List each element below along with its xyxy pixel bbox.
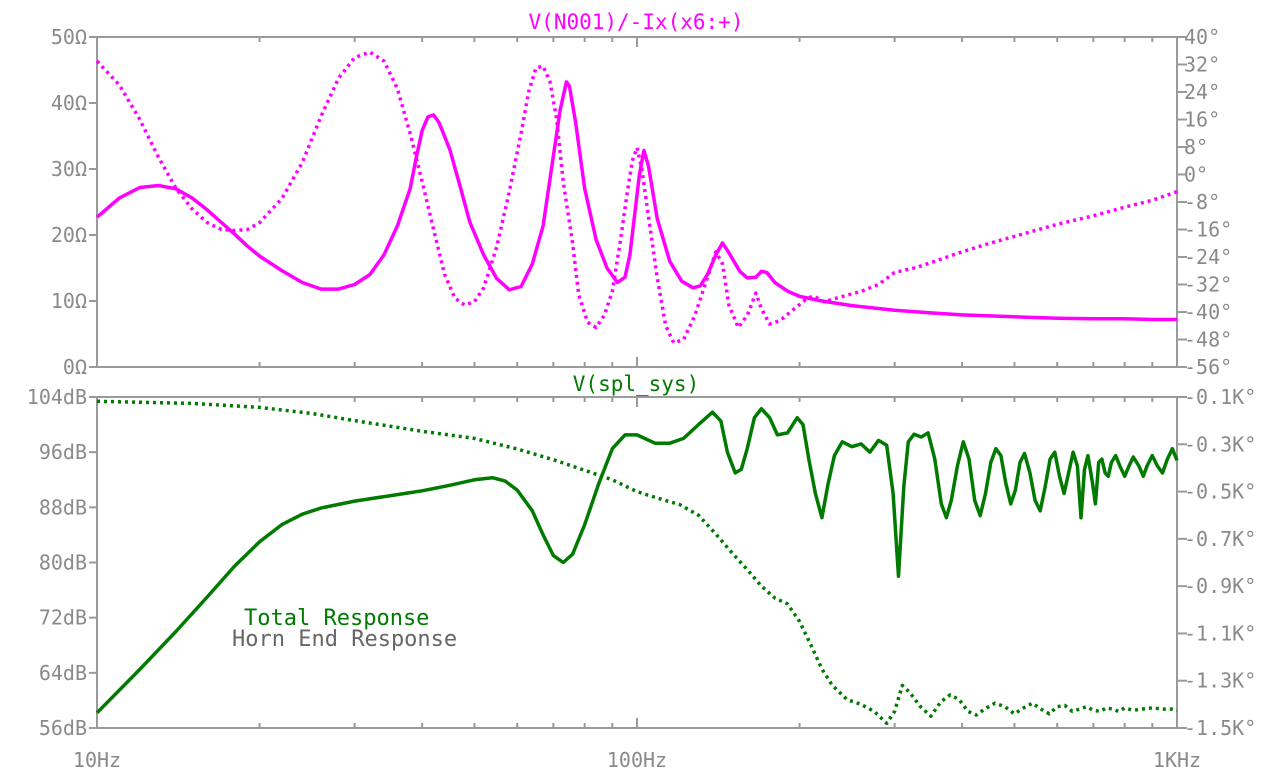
impedance-left-tick-label: 50Ω xyxy=(51,25,87,49)
spl-right-tick-label: -0.1K° xyxy=(1184,385,1256,409)
impedance-pane-title[interactable]: V(N001)/-Ix(x6:+) xyxy=(529,10,744,34)
spl-right-tick-label: -1.5K° xyxy=(1184,716,1256,740)
spl-trace-phase xyxy=(96,399,1178,726)
impedance-trace-magnitude xyxy=(95,80,1177,322)
spl-left-tick-label: 104dB xyxy=(27,385,87,409)
spl-trace-magnitude xyxy=(95,406,1179,715)
spl-left-tick-label: 80dB xyxy=(39,551,87,575)
impedance-right-tick-label: -40° xyxy=(1184,300,1232,324)
impedance-left-tick-label: 20Ω xyxy=(51,223,87,247)
spl-left-tick-label: 88dB xyxy=(39,495,87,519)
spl-pane-title[interactable]: V(spl_sys) xyxy=(573,372,699,396)
spl-right-tick-label: -0.3K° xyxy=(1184,432,1256,456)
legend-horn-end-response: Horn End Response xyxy=(232,627,457,652)
spl-left-tick-label: 72dB xyxy=(39,606,87,630)
impedance-right-tick-label: 32° xyxy=(1184,53,1220,77)
spl-right-tick-label: -0.9K° xyxy=(1184,574,1256,598)
impedance-right-tick-label: -56° xyxy=(1184,355,1232,379)
impedance-left-tick-label: 10Ω xyxy=(51,289,87,313)
impedance-right-tick-label: -16° xyxy=(1184,218,1232,242)
spl-left-tick-label: 64dB xyxy=(39,661,87,685)
impedance-right-tick-label: -32° xyxy=(1184,273,1232,297)
legend-total-response: Total Response xyxy=(244,606,429,631)
x-tick-label: 10Hz xyxy=(73,748,121,772)
impedance-trace-phase xyxy=(95,50,1178,345)
x-tick-label: 1KHz xyxy=(1153,748,1201,772)
impedance-left-tick-label: 40Ω xyxy=(51,91,87,115)
spl-right-tick-label: -0.5K° xyxy=(1184,480,1256,504)
spl-pane: 104dB 96dB 88dB 80dB 72dB 64dB 56dB -0.1K° -0.3K… xyxy=(27,385,1256,772)
impedance-left-tick-label: 30Ω xyxy=(51,157,87,181)
spl-left-tick-label: 96dB xyxy=(39,440,87,464)
impedance-pane: 0Ω 10Ω 20Ω 30Ω 40Ω 50Ω 40° 32° 24° 16° 8° 0° -8° -16°… xyxy=(51,25,1232,379)
spl-right-tick-label: -1.3K° xyxy=(1184,669,1256,693)
spl-right-tick-label: -1.1K° xyxy=(1184,621,1256,645)
impedance-right-tick-label: -24° xyxy=(1184,245,1232,269)
impedance-right-tick-label: -8° xyxy=(1184,190,1220,214)
impedance-right-tick-label: -48° xyxy=(1184,328,1232,352)
impedance-left-tick-label: 0Ω xyxy=(63,355,87,379)
spl-left-tick-label: 56dB xyxy=(39,716,87,740)
impedance-right-tick-label: 16° xyxy=(1184,108,1220,132)
spl-right-tick-label: -0.7K° xyxy=(1184,527,1256,551)
impedance-right-tick-label: 0° xyxy=(1184,163,1208,187)
impedance-right-tick-label: 8° xyxy=(1184,135,1208,159)
x-tick-label: 100Hz xyxy=(607,748,667,772)
impedance-right-tick-label: 24° xyxy=(1184,80,1220,104)
impedance-right-tick-label: 40° xyxy=(1184,25,1220,49)
